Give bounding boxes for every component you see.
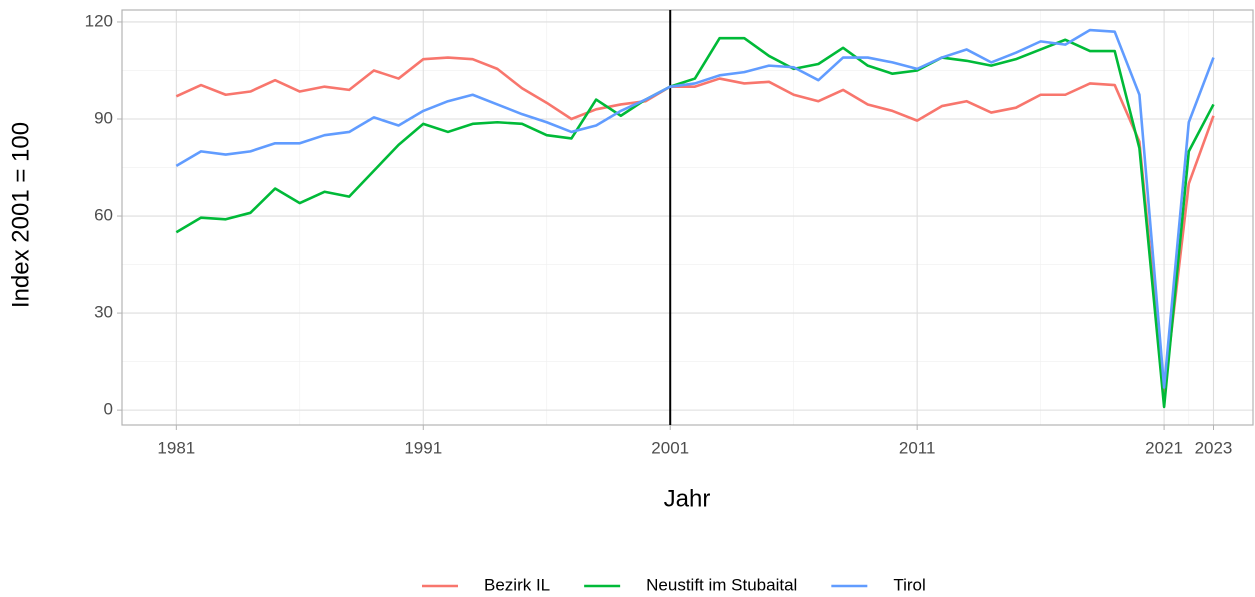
- y-tick-label: 30: [94, 303, 113, 322]
- x-axis-title: Jahr: [664, 485, 711, 512]
- legend-label: Bezirk IL: [484, 575, 550, 594]
- series-line: [175, 28, 1215, 389]
- y-tick-label: 60: [94, 206, 113, 225]
- y-tick-label: 90: [94, 108, 113, 127]
- x-tick-label: 2021: [1145, 438, 1183, 457]
- legend-label: Neustift im Stubaital: [646, 575, 797, 594]
- y-tick-label: 0: [104, 400, 113, 419]
- y-axis-title: Index 2001 = 100: [7, 122, 34, 308]
- x-tick-label: 2011: [899, 438, 936, 457]
- x-tick-label: 1981: [157, 438, 195, 457]
- legend-label: Tirol: [893, 575, 925, 594]
- panel-border: [121, 9, 1254, 426]
- y-tick-label: 120: [85, 11, 113, 30]
- x-tick-label: 2023: [1195, 438, 1233, 457]
- x-tick-label: 1991: [404, 438, 442, 457]
- series-line: [175, 36, 1215, 409]
- x-tick-label: 2001: [651, 438, 689, 457]
- series-line: [175, 56, 1215, 396]
